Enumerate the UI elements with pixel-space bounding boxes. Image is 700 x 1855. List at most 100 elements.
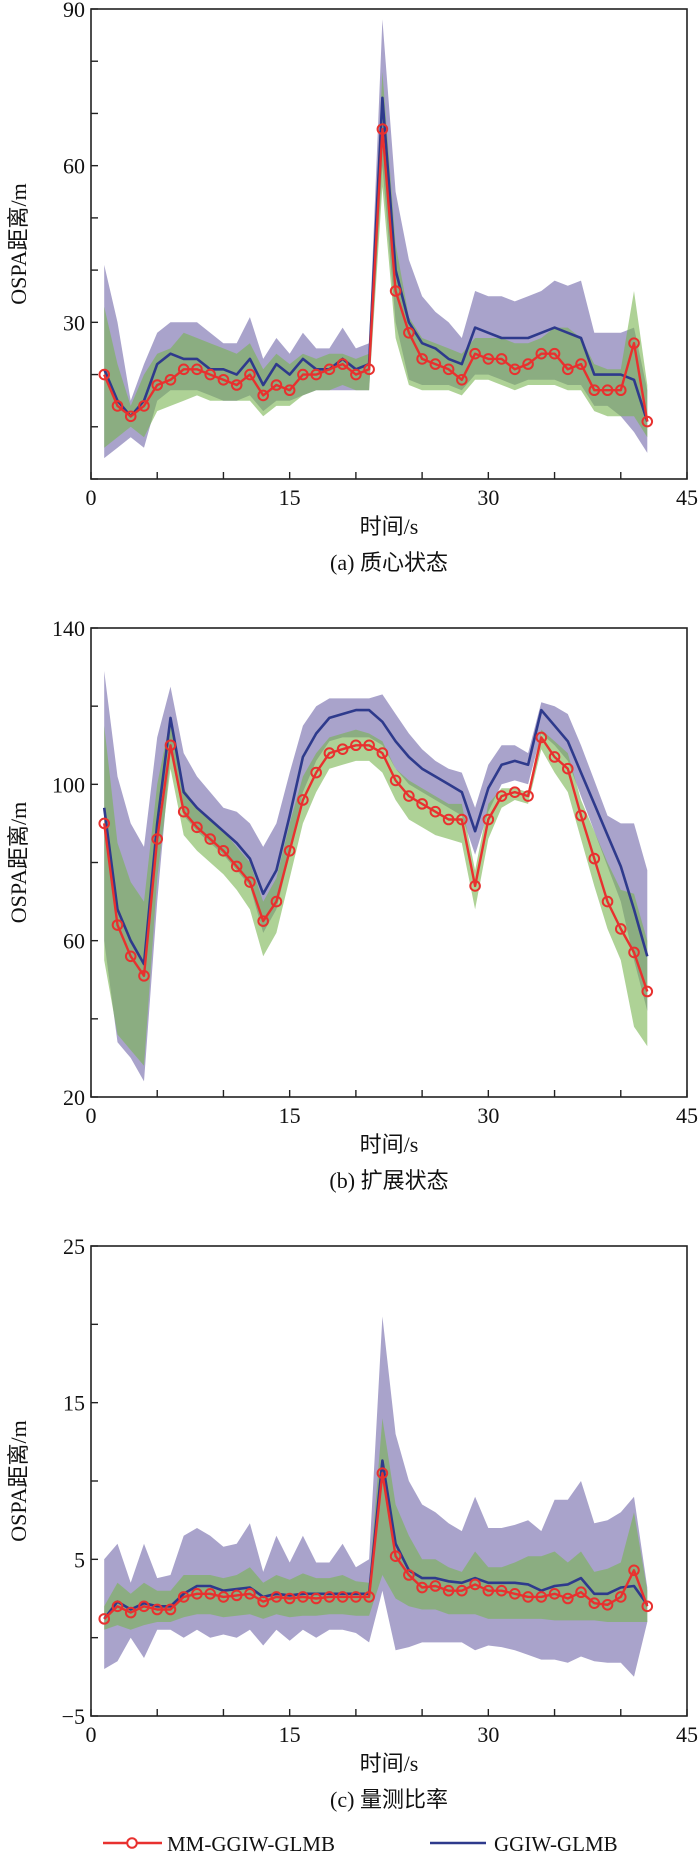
- data-point-mm-ggiw-glmb: [350, 1591, 362, 1603]
- data-point-mm-ggiw-glmb: [562, 1592, 574, 1605]
- data-point-mm-ggiw-glmb: [191, 1588, 203, 1600]
- line-ggiw-glmb: [102, 708, 649, 966]
- data-point-mm-ggiw-glmb: [270, 379, 283, 391]
- data-point-mm-ggiw-glmb: [562, 363, 574, 376]
- chart-panel-2: 20 60 100 140 0 15 30 45 时间/s OSPA距离/m (b) 扩展状态: [6, 616, 698, 1193]
- data-point-mm-ggiw-glmb: [495, 790, 508, 802]
- data-point-mm-ggiw-glmb: [230, 379, 243, 391]
- x-tick-label: 45: [676, 1722, 698, 1747]
- data-point-mm-ggiw-glmb: [138, 1600, 150, 1613]
- data-point-mm-ggiw-glmb: [614, 1591, 627, 1603]
- data-point-mm-ggiw-glmb: [98, 1613, 111, 1625]
- data-point-mm-ggiw-glmb: [124, 1606, 137, 1619]
- y-tick-label: −5: [62, 1704, 85, 1729]
- data-point-mm-ggiw-glmb: [482, 813, 495, 826]
- data-point-mm-ggiw-glmb: [151, 833, 164, 845]
- data-point-mm-ggiw-glmb: [416, 353, 428, 365]
- data-point-mm-ggiw-glmb: [323, 747, 336, 759]
- data-point-mm-ggiw-glmb: [416, 1581, 428, 1594]
- data-point-mm-ggiw-glmb: [495, 353, 508, 365]
- data-point-mm-ggiw-glmb: [164, 739, 177, 752]
- data-point-mm-ggiw-glmb: [350, 368, 362, 381]
- legend-label-ggiw-glmb: GGIW-GLMB: [494, 1832, 618, 1855]
- data-point-mm-ggiw-glmb: [614, 923, 627, 935]
- data-point-mm-ggiw-glmb: [641, 1600, 654, 1613]
- x-tick-label: 15: [279, 1722, 301, 1747]
- data-point-mm-ggiw-glmb: [204, 833, 216, 845]
- x-tick-label: 45: [676, 485, 698, 510]
- data-point-mm-ggiw-glmb: [257, 389, 269, 402]
- data-point-mm-ggiw-glmb: [244, 876, 256, 888]
- data-point-mm-ggiw-glmb: [283, 1592, 296, 1605]
- y-tick-label: 5: [74, 1547, 85, 1572]
- legend-label-mm-ggiw-glmb: MM-GGIW-GLMB: [167, 1832, 335, 1855]
- line-mm-ggiw-glmb: [103, 1471, 649, 1620]
- data-point-mm-ggiw-glmb: [363, 739, 375, 752]
- data-point-mm-ggiw-glmb: [310, 1592, 322, 1605]
- x-axis-label: 时间/s: [360, 1751, 419, 1776]
- panel-caption: (a) 质心状态: [330, 550, 448, 575]
- data-point-mm-ggiw-glmb: [217, 1591, 230, 1603]
- y-tick-label: 30: [63, 310, 85, 335]
- data-point-mm-ggiw-glmb: [350, 739, 362, 752]
- band-ggiw-glmb: [104, 1316, 648, 1677]
- data-point-mm-ggiw-glmb: [363, 363, 375, 376]
- y-axis-label: OSPA距离/m: [6, 1420, 31, 1541]
- x-tick-label: 30: [477, 485, 499, 510]
- line-mm-ggiw-glmb: [103, 736, 649, 992]
- data-point-mm-ggiw-glmb: [336, 1591, 349, 1603]
- line-mm-ggiw-glmb: [103, 127, 649, 422]
- data-point-mm-ggiw-glmb: [522, 358, 534, 370]
- data-point-mm-ggiw-glmb: [548, 1588, 561, 1600]
- data-point-mm-ggiw-glmb: [376, 1467, 389, 1479]
- data-point-mm-ggiw-glmb: [138, 970, 150, 982]
- y-tick-label: 60: [63, 929, 85, 954]
- data-point-mm-ggiw-glmb: [283, 384, 296, 397]
- data-point-mm-ggiw-glmb: [601, 895, 614, 908]
- data-point-mm-ggiw-glmb: [191, 821, 203, 834]
- data-point-mm-ggiw-glmb: [403, 326, 415, 339]
- data-point-mm-ggiw-glmb: [257, 915, 269, 927]
- data-point-mm-ggiw-glmb: [164, 373, 177, 386]
- data-point-mm-ggiw-glmb: [111, 919, 124, 931]
- data-point-mm-ggiw-glmb: [244, 368, 256, 381]
- panel-caption: (b) 扩展状态: [329, 1168, 448, 1193]
- data-point-mm-ggiw-glmb: [442, 813, 455, 826]
- data-point-mm-ggiw-glmb: [495, 1584, 508, 1597]
- data-point-mm-ggiw-glmb: [297, 368, 309, 381]
- y-tick-label: 20: [63, 1085, 85, 1110]
- data-point-mm-ggiw-glmb: [389, 774, 402, 787]
- chart-panel-1: 30 60 90 0 15 30 45 时间/s OSPA距离/m (a) 质心状态: [6, 0, 698, 575]
- y-axis-label: OSPA距离/m: [6, 183, 31, 304]
- data-point-mm-ggiw-glmb: [111, 400, 124, 412]
- data-point-mm-ggiw-glmb: [469, 880, 481, 892]
- data-point-mm-ggiw-glmb: [217, 373, 230, 386]
- x-axis-label: 时间/s: [360, 1132, 419, 1157]
- data-point-mm-ggiw-glmb: [628, 946, 640, 959]
- data-point-mm-ggiw-glmb: [389, 285, 402, 297]
- data-point-mm-ggiw-glmb: [323, 363, 336, 376]
- y-tick-label: 15: [63, 1391, 85, 1416]
- x-tick-label: 0: [86, 485, 97, 510]
- data-point-mm-ggiw-glmb: [204, 1588, 216, 1600]
- data-point-mm-ggiw-glmb: [456, 373, 468, 386]
- data-point-mm-ggiw-glmb: [548, 751, 561, 763]
- data-point-mm-ggiw-glmb: [416, 798, 428, 810]
- data-point-mm-ggiw-glmb: [601, 384, 614, 397]
- data-point-mm-ggiw-glmb: [482, 353, 495, 365]
- data-point-mm-ggiw-glmb: [257, 1595, 269, 1608]
- data-point-mm-ggiw-glmb: [469, 347, 481, 360]
- band-ggiw-glmb: [104, 671, 648, 1082]
- data-point-mm-ggiw-glmb: [403, 790, 415, 802]
- data-point-mm-ggiw-glmb: [124, 410, 137, 423]
- data-point-mm-ggiw-glmb: [588, 852, 601, 865]
- data-point-mm-ggiw-glmb: [429, 358, 442, 370]
- y-tick-label: 90: [63, 0, 85, 22]
- y-tick-label: 60: [63, 154, 85, 179]
- data-point-mm-ggiw-glmb: [151, 1603, 164, 1616]
- data-point-mm-ggiw-glmb: [164, 1603, 177, 1616]
- data-point-mm-ggiw-glmb: [562, 762, 574, 775]
- data-point-mm-ggiw-glmb: [138, 400, 150, 412]
- y-tick-label: 100: [52, 772, 85, 797]
